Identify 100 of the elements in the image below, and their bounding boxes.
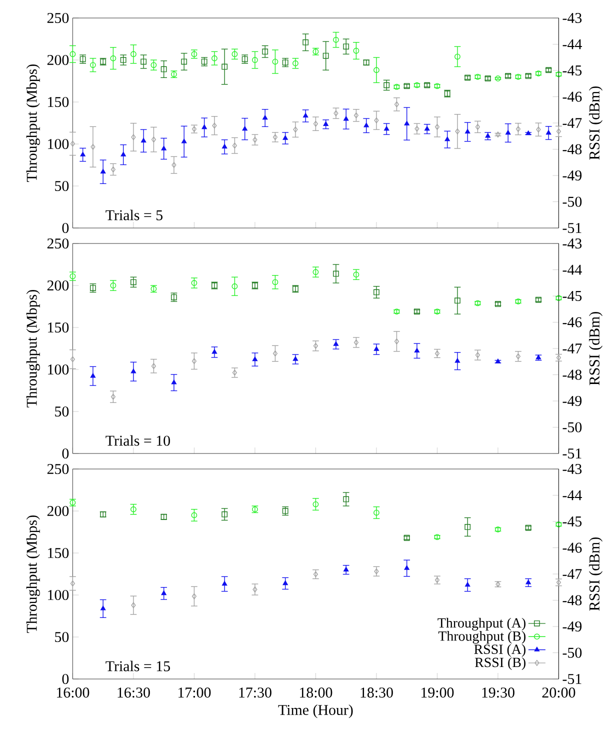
- point: [70, 273, 76, 280]
- point: [313, 120, 318, 127]
- point: [262, 48, 268, 55]
- y2-tick-label: -49: [562, 621, 582, 632]
- point: [150, 62, 157, 68]
- x-tick-label: 18:30: [360, 688, 393, 698]
- point: [404, 120, 410, 126]
- y2-axis-title: RSSI (dBm): [588, 538, 603, 611]
- point: [556, 522, 562, 528]
- point: [444, 136, 450, 142]
- point: [475, 352, 480, 358]
- y2-axis-title: RSSI (dBm): [588, 312, 603, 386]
- point: [343, 116, 349, 121]
- y-tick-label: 250: [47, 464, 69, 474]
- point: [161, 590, 166, 596]
- point: [292, 356, 298, 361]
- point: [302, 39, 309, 46]
- x-tick-label: 17:30: [239, 688, 272, 698]
- point: [374, 568, 379, 574]
- y-tick-label: 200: [47, 54, 69, 66]
- y2-tick-label: -51: [562, 448, 582, 458]
- point: [464, 524, 471, 530]
- point: [404, 565, 410, 570]
- y-tick-label: 150: [48, 96, 69, 108]
- point: [354, 112, 358, 118]
- point: [556, 128, 561, 134]
- point: [110, 394, 116, 400]
- point: [505, 130, 511, 135]
- y2-tick-label: -43: [562, 238, 582, 249]
- legend-label: RSSI (B): [474, 657, 526, 670]
- point: [434, 350, 440, 356]
- point: [424, 126, 430, 131]
- point: [130, 279, 136, 286]
- point: [334, 110, 338, 116]
- point: [333, 341, 339, 346]
- point: [171, 380, 177, 384]
- y-axis-title: Throughput (Mbps): [26, 64, 40, 182]
- point: [110, 282, 116, 288]
- y2-tick-label: -46: [562, 317, 582, 328]
- x-tick-label: 19:30: [482, 688, 514, 698]
- y-tick-label: 250: [47, 12, 69, 24]
- y2-tick-label: -48: [562, 595, 582, 606]
- point: [232, 51, 238, 58]
- y2-tick-label: -43: [562, 12, 582, 24]
- point: [313, 342, 318, 349]
- point: [191, 512, 198, 518]
- y2-tick-label: -45: [562, 66, 582, 76]
- point: [364, 122, 369, 128]
- y2-tick-label: -44: [562, 39, 582, 50]
- y-tick-label: 0: [62, 222, 69, 234]
- point: [70, 500, 76, 506]
- y-tick-label: 50: [55, 632, 69, 642]
- point: [556, 579, 561, 586]
- y-tick-label: 150: [48, 548, 69, 558]
- point: [120, 152, 126, 156]
- y2-tick-label: -47: [562, 118, 582, 128]
- point: [556, 71, 562, 78]
- y-tick-label: 150: [48, 322, 69, 333]
- point: [252, 586, 258, 592]
- point: [181, 138, 187, 144]
- point: [140, 138, 146, 142]
- point: [384, 126, 390, 131]
- y2-tick-label: -50: [562, 196, 582, 207]
- y2-axis-title: RSSI (dBm): [588, 86, 603, 160]
- x-axis-title: Time (Hour): [278, 704, 353, 718]
- point: [496, 132, 500, 138]
- point: [282, 135, 288, 140]
- point: [343, 44, 350, 50]
- point: [374, 289, 380, 296]
- point: [282, 580, 288, 586]
- point: [394, 101, 399, 108]
- annotation: Trials = 10: [106, 435, 170, 446]
- y-tick-label: 100: [48, 138, 69, 150]
- point: [516, 126, 520, 132]
- point: [343, 496, 350, 502]
- y-tick-label: 50: [55, 180, 69, 192]
- point: [312, 269, 319, 275]
- annotation: Trials = 15: [106, 660, 170, 672]
- y-tick-label: 200: [47, 506, 69, 516]
- x-tick-label: 16:30: [118, 688, 150, 698]
- point: [232, 370, 237, 376]
- y2-tick-label: -51: [562, 674, 582, 684]
- y2-tick-label: -46: [562, 542, 582, 553]
- y2-tick-label: -48: [562, 144, 582, 154]
- y2-tick-label: -47: [562, 569, 582, 579]
- y2-tick-label: -47: [562, 344, 582, 354]
- y2-tick-label: -43: [562, 464, 582, 474]
- point: [354, 340, 358, 346]
- point: [212, 349, 218, 354]
- point: [282, 60, 288, 66]
- point: [222, 511, 228, 518]
- y-tick-label: 50: [55, 406, 69, 417]
- point: [100, 606, 106, 610]
- point: [353, 272, 360, 278]
- y2-tick-label: -44: [562, 264, 582, 275]
- point: [384, 82, 390, 88]
- point: [312, 501, 319, 508]
- point: [546, 130, 552, 135]
- point: [212, 55, 218, 62]
- point: [202, 124, 207, 130]
